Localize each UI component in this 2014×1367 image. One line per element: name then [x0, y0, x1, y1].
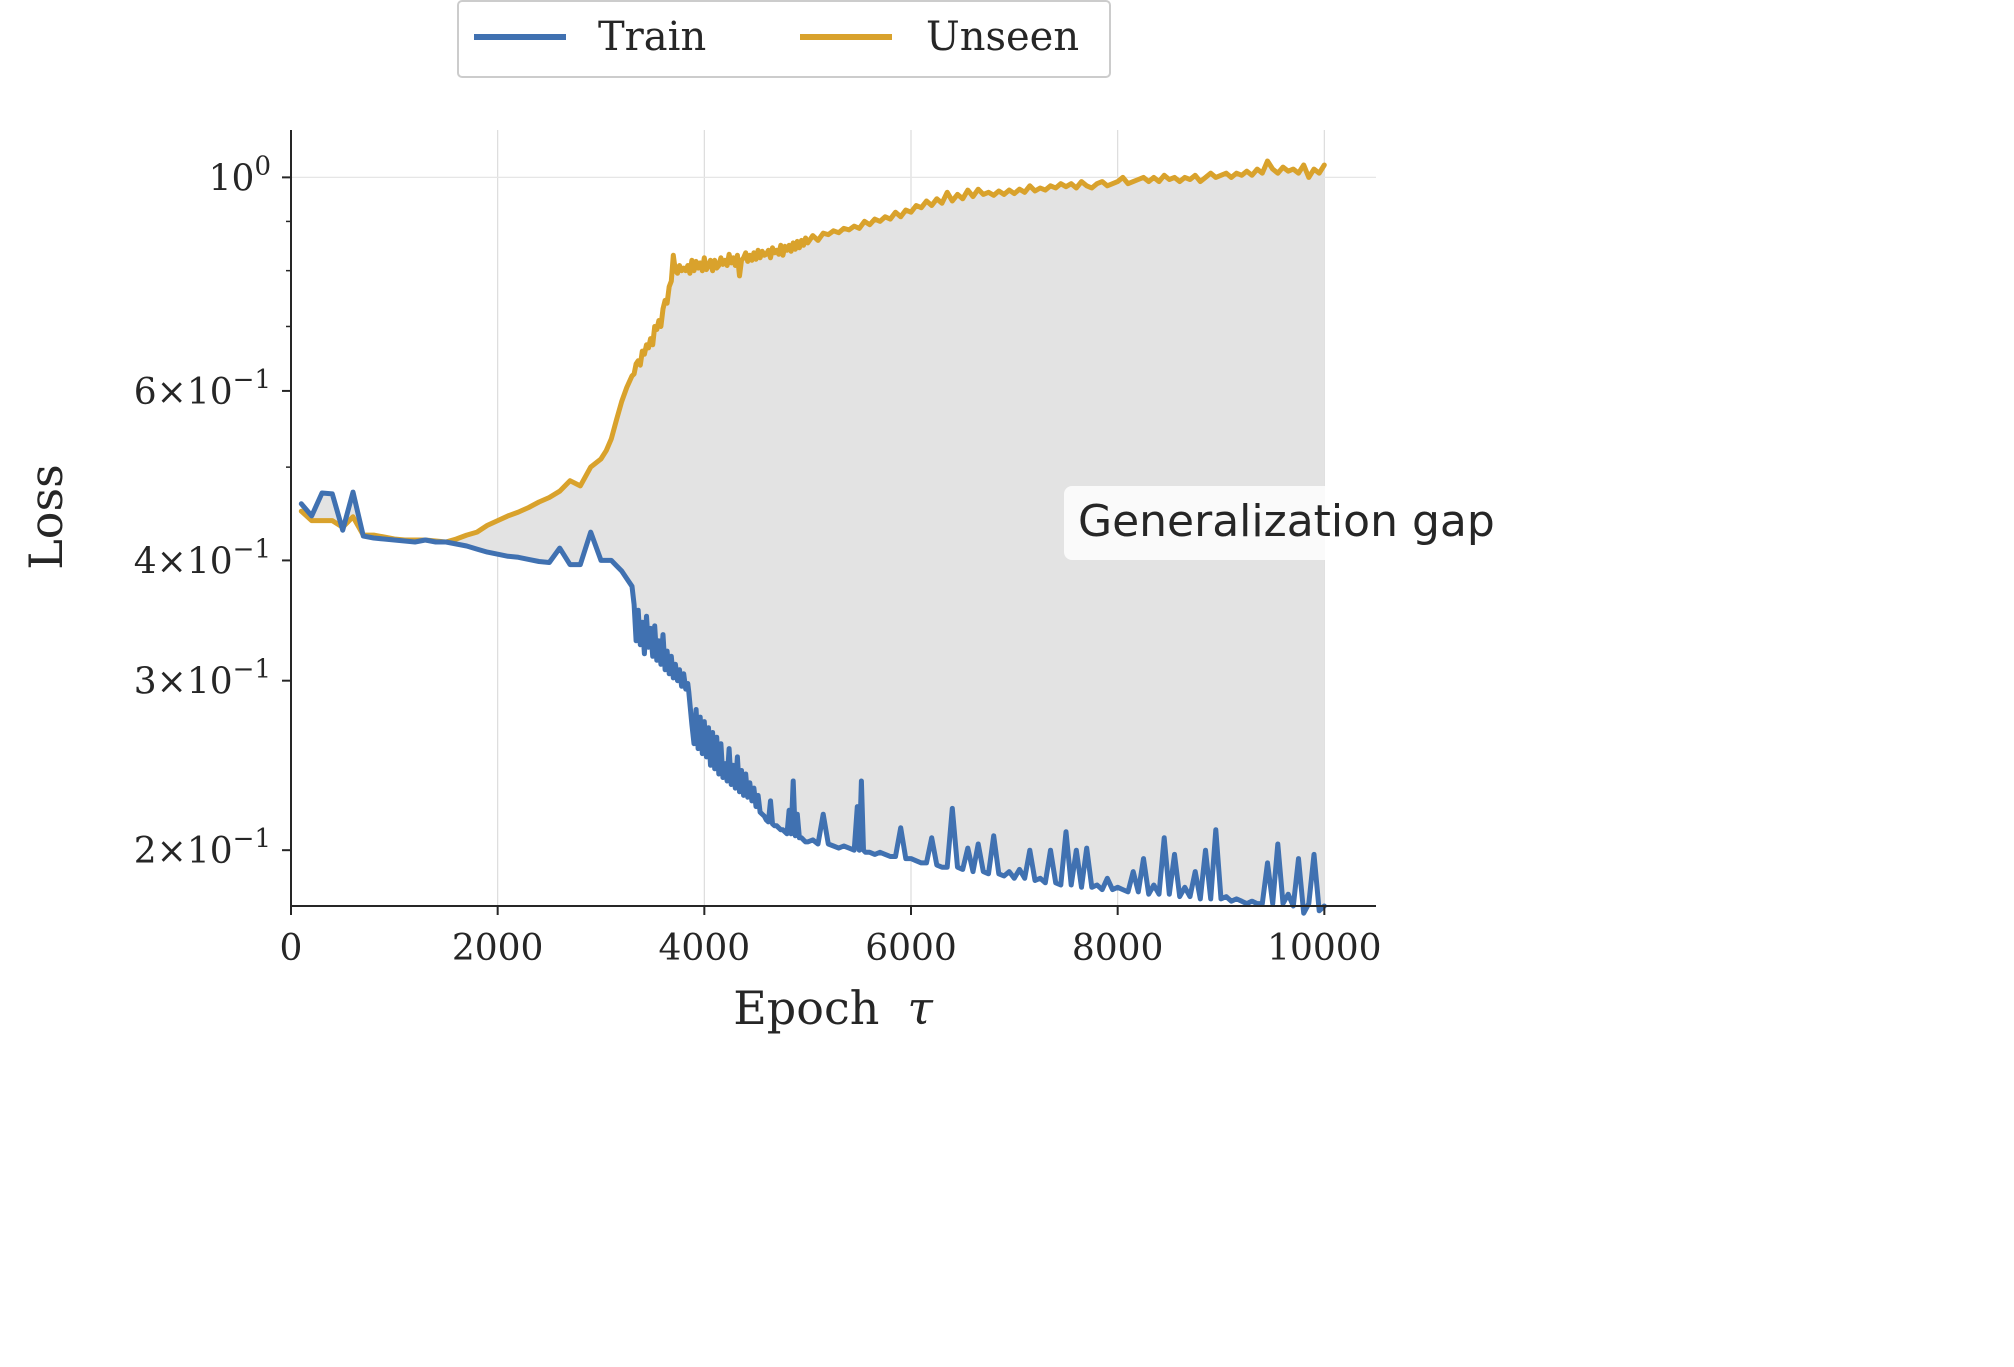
x-axis-title-text: Epoch [733, 981, 879, 1035]
y-tick-label: 3×10−1 [134, 655, 271, 703]
x-tick-label: 0 [280, 928, 303, 969]
loss-chart: 0 2000 4000 6000 8000 10000 100 6×10−1 4×10−1 3×… [19, 0, 1564, 1035]
x-axis-ticks: 0 2000 4000 6000 8000 10000 [280, 906, 1382, 969]
x-tick-label: 10000 [1267, 928, 1382, 969]
gap-annotation-label: Generalization gap [1078, 496, 1495, 547]
legend-label-unseen: Unseen [926, 14, 1079, 60]
x-tick-label: 4000 [659, 928, 751, 969]
x-tick-label: 8000 [1072, 928, 1164, 969]
legend-frame [457, 0, 1111, 78]
gap-annotation: Generalization gap [1064, 486, 1564, 560]
x-tick-label: 6000 [865, 928, 957, 969]
legend: Train Unseen [457, 0, 1111, 78]
chart-container: 0 2000 4000 6000 8000 10000 100 6×10−1 4×10−1 3×… [19, 0, 1564, 1035]
y-tick-label: 6×10−1 [134, 365, 271, 413]
y-tick-label: 2×10−1 [134, 824, 271, 872]
series-line-unseen [298, 158, 1327, 545]
x-axis-title: Epoch τ [733, 981, 934, 1035]
generalization-gap-fill [301, 161, 1325, 914]
y-tick-label: 4×10−1 [134, 534, 271, 582]
legend-label-train: Train [598, 14, 706, 60]
y-axis-title: Loss [19, 464, 73, 569]
x-axis-title-symbol: τ [907, 981, 934, 1035]
series-layer [298, 158, 1327, 916]
y-axis-ticks: 100 6×10−1 4×10−1 3×10−1 2×10−1 [134, 151, 291, 872]
series-line-train [298, 489, 1327, 916]
gap-annotation-box [1064, 486, 1564, 560]
y-tick-label: 100 [209, 151, 271, 199]
x-tick-label: 2000 [452, 928, 544, 969]
